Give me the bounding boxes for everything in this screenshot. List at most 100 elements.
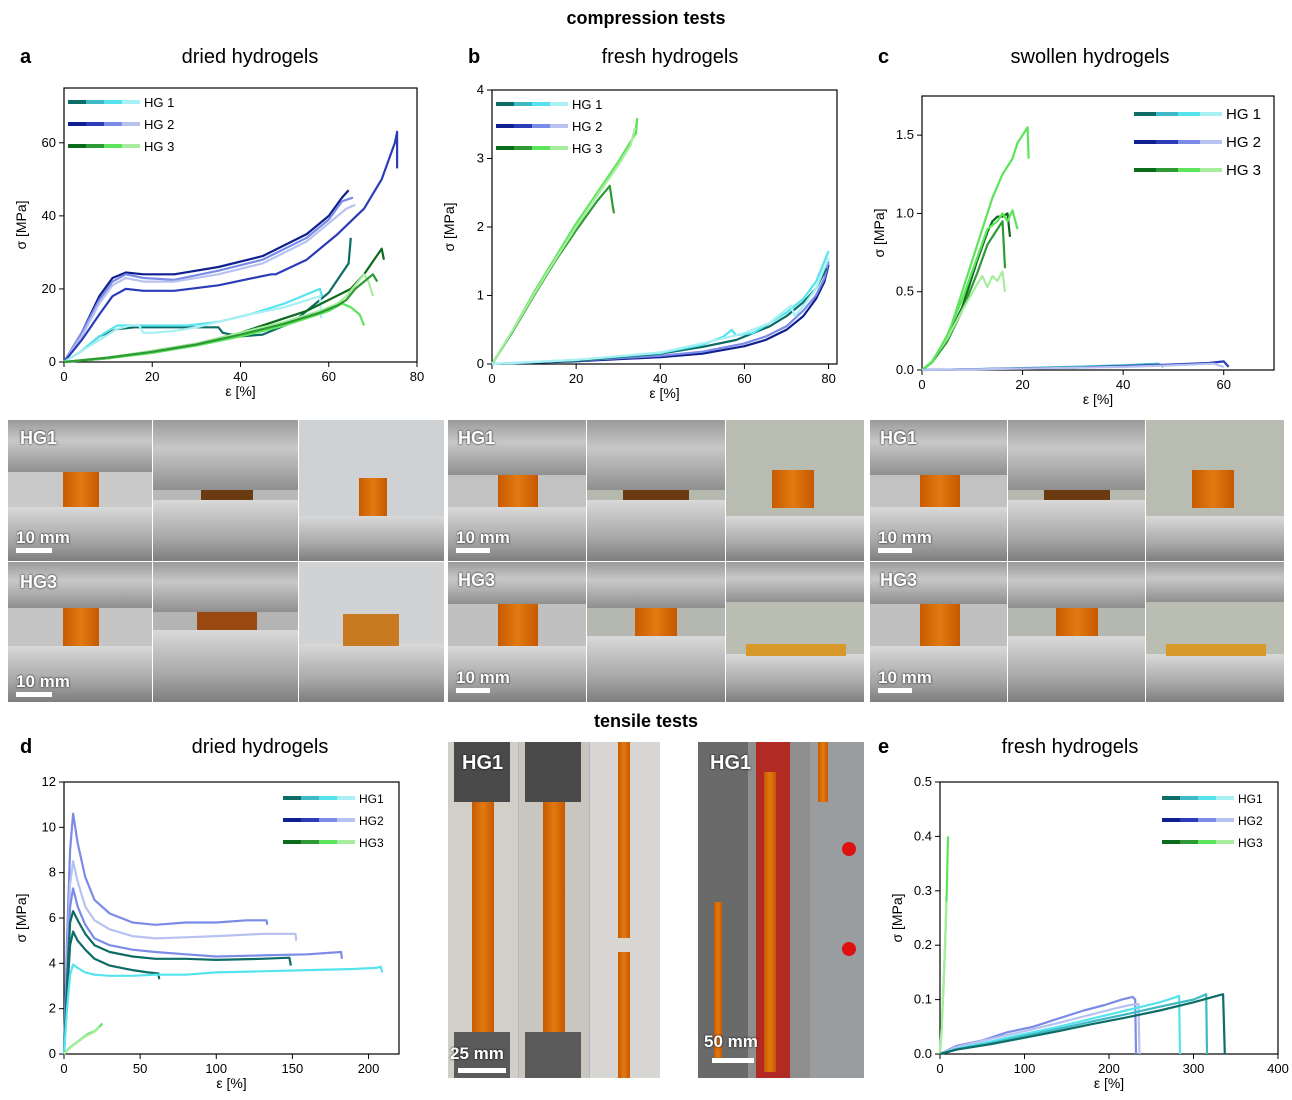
scale-bar [878,688,912,693]
x-tick-label: 40 [233,369,247,384]
photo-label-hg1: HG1 [20,428,58,448]
photo-label-hg3: HG3 [20,572,58,592]
x-axis-label: ε [%] [216,1075,246,1091]
photo-label-hg1: HG1 [710,752,752,774]
panel-title-d: dried hydrogels [191,736,329,758]
x-tick-label: 60 [1216,377,1230,392]
x-tick-label: 40 [1116,377,1130,392]
x-tick-label: 100 [1014,1061,1036,1076]
chart-e-fresh-tensile: 0 100 200 300 400 0.0 0.1 0.2 0.3 0.4 0.5 ε [%] σ [M… [889,774,1289,1091]
y-tick-label: 0.0 [896,362,914,377]
series-line-hg3 [921,209,1019,371]
panel-letter-a: a [20,46,32,68]
legend-label-hg3: HG 3 [1226,162,1261,179]
x-tick-label: 20 [1015,377,1029,392]
x-axis-label: ε [%] [225,383,255,399]
x-tick-label: 60 [737,371,751,386]
scale-label: 50 mm [704,1032,758,1051]
series-line-hg2 [62,860,298,1055]
plot-frame [921,95,1275,371]
series-line-hg2 [939,1002,1141,1056]
plot-frame [63,781,400,1055]
scale-label: 25 mm [450,1044,504,1063]
y-tick-label: 0.5 [896,284,914,299]
x-tick-label: 60 [322,369,336,384]
y-tick-label: 10 [42,819,56,834]
y-axis-label: σ [MPa] [441,202,457,251]
y-axis-label: σ [MPa] [13,200,29,249]
x-tick-label: 150 [282,1061,304,1076]
legend-label-hg3: HG 3 [144,139,174,154]
y-tick-label: 12 [42,774,56,789]
y-tick-label: 20 [42,281,56,296]
series-line-hg2 [63,189,350,363]
x-tick-label: 80 [410,369,424,384]
photo-label-hg1: HG1 [462,752,504,774]
y-axis-label: σ [MPa] [871,208,887,257]
series-line-hg3 [938,901,948,1055]
y-tick-label: 60 [42,135,56,150]
x-tick-label: 0 [936,1061,943,1076]
tensile-tests-heading: tensile tests [593,711,699,731]
panel-letter-d: d [20,736,33,758]
scale-label: 10 mm [878,528,932,547]
panel-letter-c: c [878,46,890,68]
series-line-hg1 [491,250,830,366]
series-line-hg1 [62,963,384,1055]
scale-bar [712,1058,754,1063]
photo-label-hg3: HG3 [880,570,918,590]
x-tick-label: 0 [918,377,925,392]
y-tick-label: 40 [42,208,56,223]
series-line-hg1 [63,287,324,363]
scale-label: 10 mm [878,668,932,687]
y-tick-label: 0.0 [914,1046,932,1061]
series-line-hg1 [63,295,323,363]
panel-letter-b: b [468,46,481,68]
panel-title-e: fresh hydrogels [1001,736,1139,758]
series-line-hg1 [939,994,1182,1056]
x-tick-label: 40 [653,371,667,386]
legend-label-hg2: HG 2 [572,119,602,134]
photo-label-hg1: HG1 [880,428,918,448]
panel-title-a: dried hydrogels [181,46,319,68]
y-tick-label: 4 [49,955,56,970]
scale-bar [16,548,52,553]
scale-label: 10 mm [456,668,510,687]
legend-label-hg2: HG2 [359,814,384,828]
y-axis-label: σ [MPa] [13,893,29,942]
x-tick-label: 400 [1267,1061,1289,1076]
plot-frame [63,87,418,363]
legend-label-hg3: HG 3 [572,141,602,156]
y-tick-label: 0.3 [914,883,932,898]
y-tick-label: 0 [477,356,484,371]
legend-label-hg1: HG 1 [572,97,602,112]
y-tick-label: 1 [477,288,484,303]
legend-label-hg3: HG3 [1238,836,1263,850]
series-line-hg3 [491,184,616,365]
x-axis-label: ε [%] [1083,391,1113,407]
series-line-hg2 [62,812,269,1055]
x-tick-label: 100 [205,1061,227,1076]
legend-label-hg3: HG3 [359,836,384,850]
y-axis-label: σ [MPa] [889,893,905,942]
y-tick-label: 1.0 [896,205,914,220]
y-tick-label: 0 [49,354,56,369]
photo-compression-dried: HG1 HG3 10 mm 10 mm [8,420,444,702]
scale-bar [456,688,490,693]
y-tick-label: 4 [477,82,484,97]
chart-c-swollen-compression: 0 20 40 60 0.0 0.5 1.0 1.5 ε [%] σ [MPa] HG 1 HG 2 H… [871,95,1275,407]
x-tick-label: 0 [488,371,495,386]
x-tick-label: 20 [569,371,583,386]
chart-d-dried-tensile: 0 50 100 150 200 0 2 4 6 8 10 12 ε [%] σ [MPa] HG1 HG2 H… [13,774,400,1091]
scale-label: 10 mm [16,672,70,691]
y-tick-label: 0.5 [914,774,932,789]
legend-label-hg2: HG 2 [144,117,174,132]
legend-label-hg1: HG 1 [1226,106,1261,123]
x-tick-label: 20 [145,369,159,384]
scale-bar [878,548,912,553]
scale-label: 10 mm [16,528,70,547]
y-tick-label: 3 [477,151,484,166]
series-line-hg2 [62,887,343,1055]
series-line-hg3 [491,127,637,365]
plot-frame [491,89,838,365]
